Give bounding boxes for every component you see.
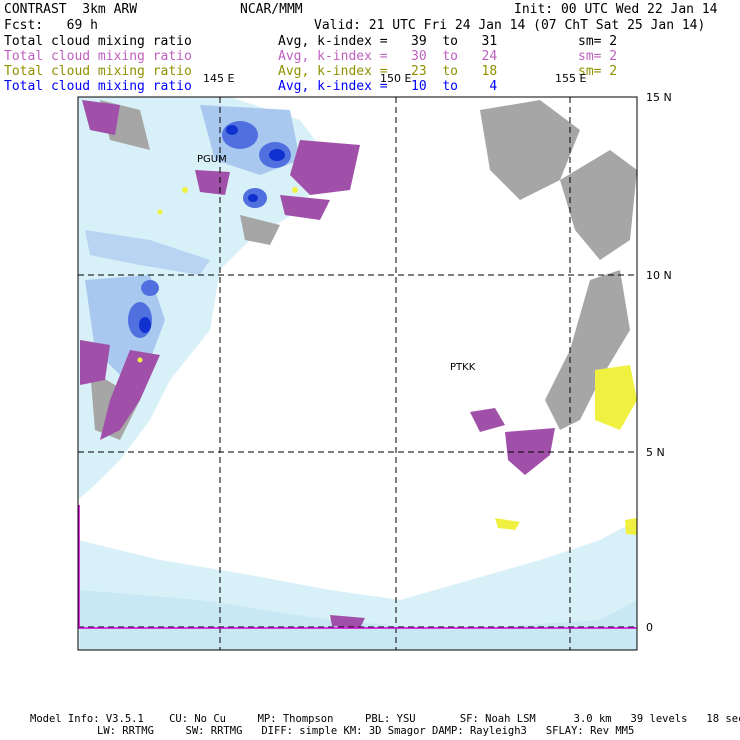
dark-core-1 xyxy=(226,125,238,135)
lat-label-15: 15 N xyxy=(646,91,672,104)
lon-label-155: 155 E xyxy=(555,72,586,85)
init-time: Init: 00 UTC Wed 22 Jan 14 xyxy=(514,2,718,17)
yellow-cloud-2 xyxy=(495,518,520,530)
purple-cloud-1 xyxy=(82,100,120,135)
model-title: CONTRAST 3km ARW xyxy=(4,2,138,17)
legend-range-3: Avg, k-index = 23 to 18 xyxy=(278,64,498,79)
yellow-cloud-3 xyxy=(625,518,637,535)
station-pgum: PGUM xyxy=(197,154,227,165)
gray-cloud-e2 xyxy=(545,270,630,430)
purple-cloud-5 xyxy=(80,340,110,385)
yellow-cell-1 xyxy=(182,187,188,193)
light-cloud-area xyxy=(78,97,330,500)
legend-sm-1: sm= 2 xyxy=(578,34,618,49)
yellow-cloud-1 xyxy=(595,365,637,430)
legend-label-3: Total cloud mixing ratio xyxy=(4,64,192,79)
legend-sm-2: sm= 2 xyxy=(578,49,618,64)
purple-cloud-7 xyxy=(470,408,505,432)
blue-cell-5 xyxy=(141,280,159,296)
map-border xyxy=(77,96,638,651)
cloud-field xyxy=(78,97,637,650)
center-name: NCAR/MMM xyxy=(240,2,303,17)
model-info-line1: Model Info: V3.5.1 CU: No Cu MP: Thompso… xyxy=(30,713,740,725)
legend-sm-3: sm= 2 xyxy=(578,64,618,79)
purple-cloud-6 xyxy=(100,350,160,440)
dark-core-4 xyxy=(139,317,151,333)
legend-label-1: Total cloud mixing ratio xyxy=(4,34,192,49)
legend-range-4: Avg, k-index = 10 to 4 xyxy=(278,79,498,94)
purple-cloud-3 xyxy=(195,170,230,195)
lon-label-145: 145 E xyxy=(203,72,234,85)
forecast-hour: Fcst: 69 h xyxy=(4,18,98,33)
yellow-cell-3 xyxy=(157,209,163,215)
lat-label-10: 10 N xyxy=(646,269,672,282)
dark-core-2 xyxy=(269,149,285,161)
legend-range-2: Avg, k-index = 30 to 24 xyxy=(278,49,498,64)
valid-time: Valid: 21 UTC Fri 24 Jan 14 (07 ChT Sat … xyxy=(314,18,706,33)
legend-range-1: Avg, k-index = 39 to 31 xyxy=(278,34,498,49)
dark-core-3 xyxy=(248,194,258,202)
legend-label-2: Total cloud mixing ratio xyxy=(4,49,192,64)
mid-cloud-strip xyxy=(85,230,210,275)
yellow-cell-4 xyxy=(137,357,143,363)
station-ptkk: PTKK xyxy=(450,362,476,373)
purple-cloud-2 xyxy=(290,140,360,195)
light-cloud-band xyxy=(80,590,637,650)
lat-label-0: 0 xyxy=(646,621,653,634)
purple-cloud-9 xyxy=(330,615,365,628)
purple-cloud-4 xyxy=(280,195,330,220)
gray-cloud-guam xyxy=(240,215,280,245)
model-info-line2: LW: RRTMG SW: RRTMG DIFF: simple KM: 3D … xyxy=(97,725,635,737)
gray-cloud-e1 xyxy=(560,150,637,260)
blue-cell-1 xyxy=(222,121,258,149)
legend-label-4: Total cloud mixing ratio xyxy=(4,79,192,94)
yellow-cell-2 xyxy=(292,187,298,193)
lon-label-150: 150 E xyxy=(380,72,411,85)
gray-cloud-ne xyxy=(480,100,580,200)
lat-label-5: 5 N xyxy=(646,446,665,459)
